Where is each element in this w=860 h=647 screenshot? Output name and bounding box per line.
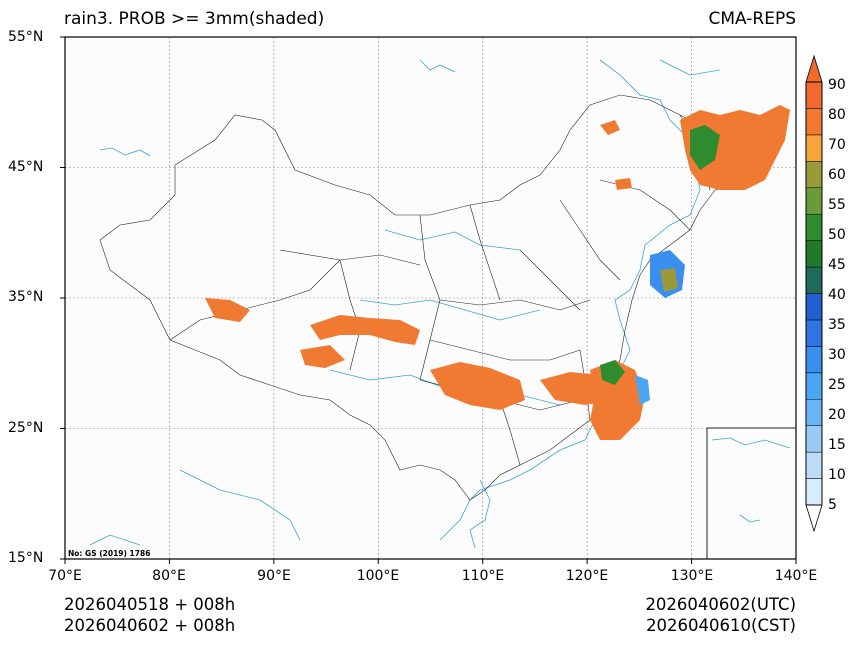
colorbar-outline [805,81,823,506]
colorbar-label: 30 [828,347,846,363]
colorbar-label: 10 [828,467,846,483]
colorbar-segment [805,161,823,188]
colorbar-under-arrow [805,504,823,533]
lon-label: 80°E [152,568,186,584]
lat-label: 35°N [8,289,44,305]
colorbar-label: 25 [828,377,846,393]
lon-label: 130°E [670,568,714,584]
precip-shading [205,105,790,440]
south-china-sea-inset [706,427,797,560]
valid-time-cst: 2026040610(CST) [646,616,796,635]
lat-label: 15°N [8,550,44,566]
colorbar-segment [805,266,823,294]
colorbar-label: 15 [828,437,846,453]
map-approval-number: No: GS (2019) 1786 [68,549,150,558]
lat-label: 55°N [8,29,44,45]
colorbar-segment [805,425,823,453]
lon-label: 100°E [356,568,400,584]
colorbar-label: 90 [828,77,846,93]
lon-label: 90°E [257,568,291,584]
colorbar-segment [805,478,823,506]
axis-ticks [60,36,797,564]
colorbar-segment [805,108,823,136]
colorbar-segment [805,293,823,321]
colorbar-segment [805,240,823,268]
colorbar-label: 20 [828,407,846,423]
colorbar-label: 70 [828,137,846,153]
colorbar-label: 50 [828,227,846,243]
lon-label: 110°E [461,568,505,584]
init-time-line1: 2026040518 + 008h [64,595,236,614]
colorbar-segment [805,134,823,162]
colorbar [805,54,823,533]
colorbar-segment [805,346,823,374]
colorbar-segment [805,213,823,241]
valid-time-utc: 2026040602(UTC) [645,595,796,614]
colorbar-segment [805,451,823,479]
lat-label: 25°N [8,420,44,436]
colorbar-segment [805,399,823,426]
model-name: CMA-REPS [708,9,796,29]
colorbar-segment [805,372,823,400]
coastlines [89,59,781,549]
colorbar-label: 5 [828,497,837,513]
lat-label: 45°N [8,159,44,175]
colorbar-segment [805,81,823,109]
lon-label: 120°E [565,568,609,584]
lon-label: 70°E [48,568,82,584]
colorbar-label: 80 [828,107,846,123]
colorbar-label: 60 [828,167,846,183]
colorbar-over-arrow [805,54,823,83]
colorbar-label: 55 [828,197,846,213]
colorbar-segment [805,319,823,347]
inset-coastline [711,437,791,523]
lon-label: 140°E [774,568,818,584]
colorbar-segment [805,187,823,215]
colorbar-label: 45 [828,257,846,273]
init-time-line2: 2026040602 + 008h [64,616,236,635]
colorbar-label: 40 [828,287,846,303]
colorbar-label: 35 [828,317,846,333]
map-title: rain3. PROB >= 3mm(shaded) [64,9,325,29]
